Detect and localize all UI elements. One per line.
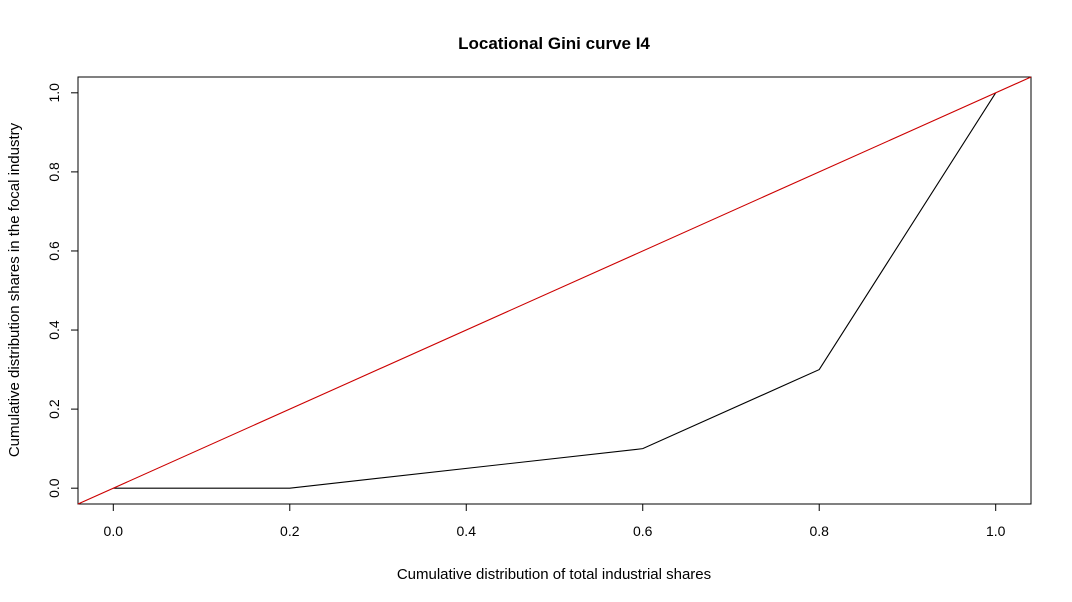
y-tick-label: 0.6 xyxy=(46,241,62,261)
y-tick-label: 0.0 xyxy=(46,478,62,498)
x-tick-label: 0.8 xyxy=(809,523,829,539)
y-tick-label: 1.0 xyxy=(46,83,62,103)
equality-line xyxy=(77,76,1032,505)
x-tick-label: 0.2 xyxy=(280,523,300,539)
chart-title: Locational Gini curve I4 xyxy=(458,34,650,53)
x-tick-label: 0.6 xyxy=(633,523,653,539)
plot-frame xyxy=(77,76,1032,505)
gini-curve-line xyxy=(113,92,997,489)
x-axis: 0.0 0.2 0.4 0.6 0.8 1.0 xyxy=(104,504,1006,539)
y-tick-label: 0.8 xyxy=(46,162,62,182)
y-tick-label: 0.4 xyxy=(46,320,62,340)
x-tick-label: 1.0 xyxy=(986,523,1006,539)
y-axis: 0.0 0.2 0.4 0.6 0.8 1.0 xyxy=(46,83,78,498)
y-axis-label: Cumulative distribution shares in the fo… xyxy=(6,122,23,457)
y-tick-label: 0.2 xyxy=(46,399,62,419)
x-axis-label: Cumulative distribution of total industr… xyxy=(397,566,711,583)
series-layer xyxy=(77,76,1032,505)
x-tick-label: 0.0 xyxy=(104,523,124,539)
x-tick-label: 0.4 xyxy=(457,523,477,539)
